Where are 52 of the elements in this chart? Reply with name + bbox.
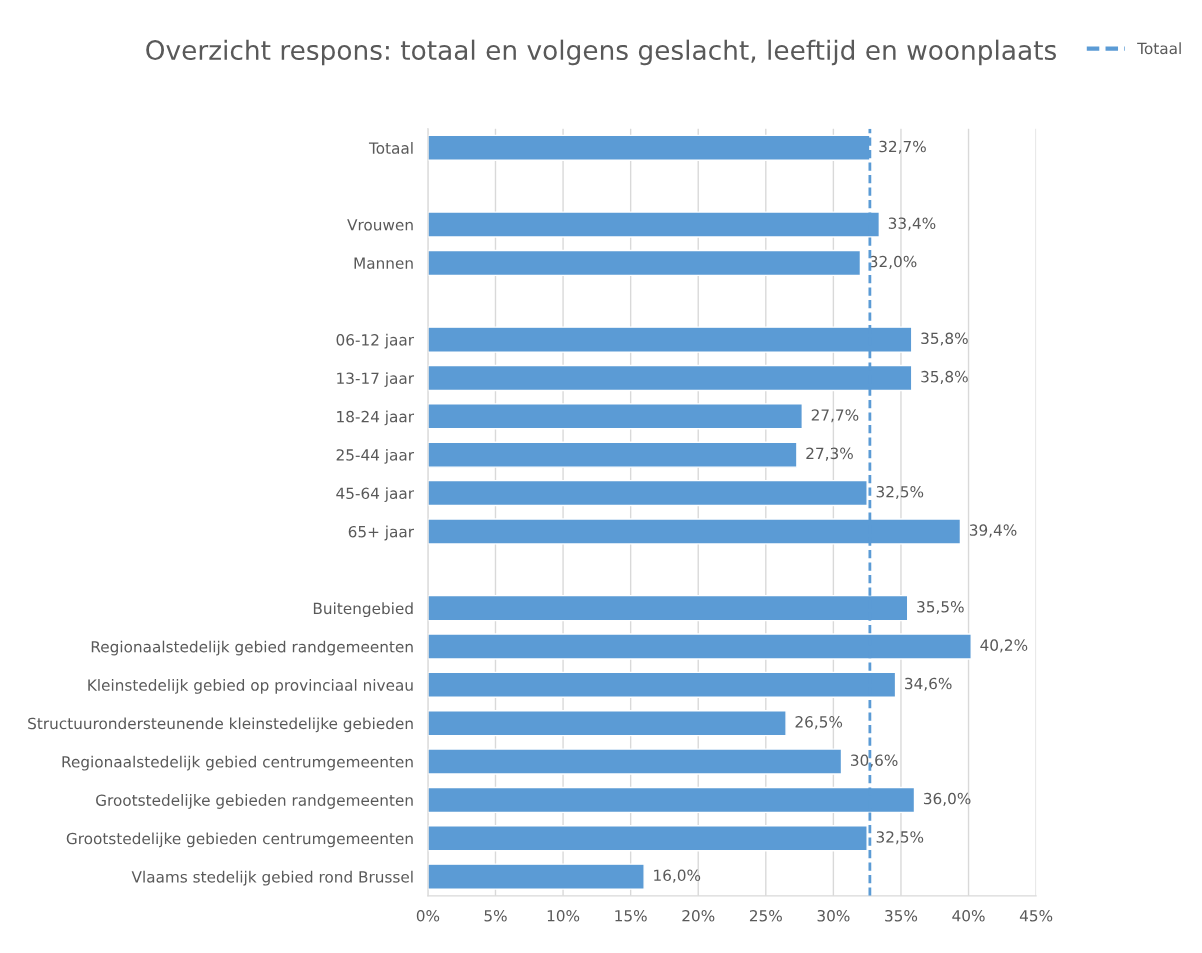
x-tick-label: 25% (749, 909, 782, 922)
y-tick-label: Kleinstedelijk gebied op provinciaal niveau (88, 679, 413, 694)
y-tick-label: Mannen (354, 257, 413, 269)
x-tick-label: 20% (682, 909, 715, 922)
y-tick-label: Grootstedelijke gebieden centrumgemeenten (66, 832, 413, 848)
y-tick-label: 25-44 jaar (336, 448, 415, 464)
x-tick-label: 30% (817, 909, 850, 922)
bar (427, 249, 862, 277)
y-tick-label: Buitengebied (313, 602, 413, 618)
x-tick-label: 45% (1019, 909, 1053, 922)
bar (427, 710, 787, 737)
data-label: 35,8% (921, 370, 968, 384)
data-label: 32,5% (876, 485, 924, 500)
bar (427, 403, 803, 430)
data-label: 27,7% (811, 409, 859, 423)
x-tick-label: 40% (952, 909, 985, 922)
y-tick-label: Vrouwen (347, 219, 413, 231)
data-label: 30,6% (850, 754, 898, 768)
x-tick-label: 5% (484, 909, 507, 922)
y-tick-label: Totaal (368, 142, 413, 154)
x-tick-label: 35% (885, 909, 918, 922)
x-tick-label: 10% (547, 909, 580, 922)
data-label: 26,5% (795, 716, 843, 730)
data-label: 27,3% (806, 447, 853, 461)
y-tick-label: 45-64 jaar (336, 487, 415, 503)
bar (427, 748, 843, 775)
y-tick-label: Regionaalstedelijk gebied centrumgemeenten (62, 755, 413, 771)
legend-label: Totaal (1137, 42, 1181, 55)
chart-title: Overzicht respons: totaal en volgens geslacht, leeftijd en woonplaats (146, 39, 1056, 66)
data-label: 34,6% (905, 677, 952, 691)
data-label: 32,0% (869, 255, 917, 269)
y-tick-label: 65+ jaar (348, 525, 415, 541)
bar (427, 441, 798, 468)
data-label: 36,0% (923, 792, 971, 806)
data-label: 33,4% (888, 217, 936, 231)
y-tick-label: 18-24 jaar (337, 410, 415, 426)
data-label: 39,4% (969, 524, 1017, 538)
data-label: 32,7% (879, 140, 926, 154)
y-tick-label: Vlaams stedelijk gebied rond Brussel (131, 870, 413, 886)
y-tick-label: Structuurondersteunende kleinstedelijke gebieden (28, 717, 413, 733)
data-label: 35,5% (917, 601, 964, 615)
x-tick-label: 15% (615, 909, 647, 922)
data-label: 35,8% (921, 332, 968, 346)
y-tick-label: 06-12 jaar (336, 333, 415, 349)
bar (427, 863, 645, 890)
y-tick-label: Regionaalstedelijk gebied randgemeenten (91, 640, 413, 656)
x-tick-label: 0% (416, 909, 440, 922)
data-label: 40,2% (980, 639, 1028, 653)
data-label: 16,0% (654, 869, 701, 883)
data-label: 32,5% (876, 831, 924, 845)
y-tick-label: Grootstedelijke gebieden randgemeenten (96, 794, 413, 809)
y-tick-label: 13-17 jaar (337, 372, 415, 387)
